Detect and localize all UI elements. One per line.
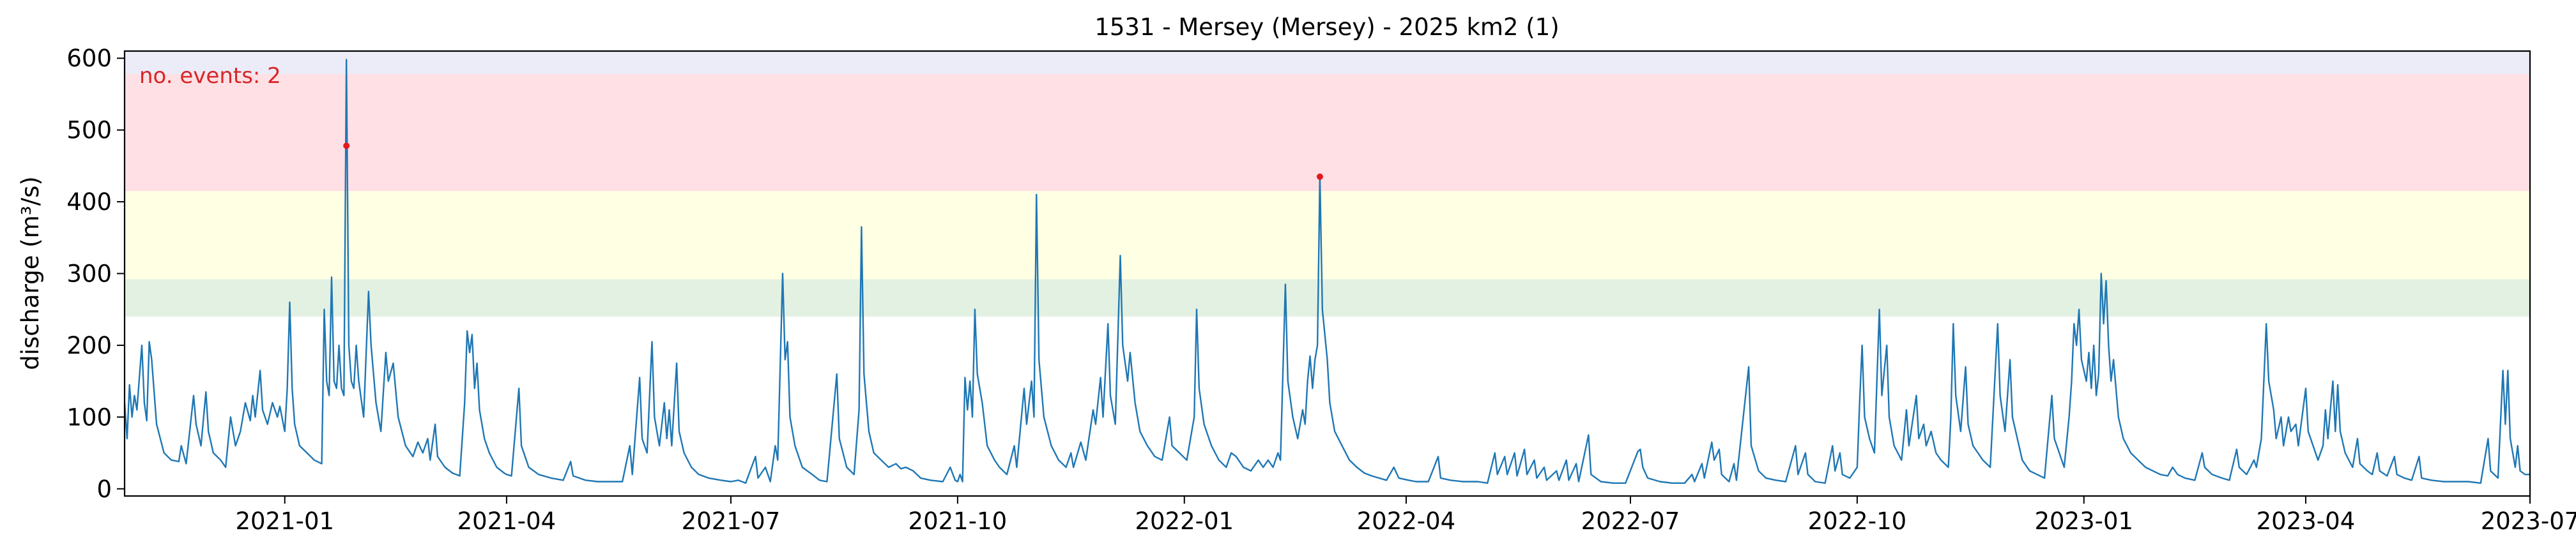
threshold-band-0 xyxy=(125,279,2530,317)
threshold-band-1 xyxy=(125,191,2530,280)
x-tick-label: 2022-10 xyxy=(1808,507,1907,535)
y-axis-label: discharge (m³/s) xyxy=(17,176,44,370)
x-tick-label: 2021-01 xyxy=(235,507,334,535)
x-tick-label: 2022-04 xyxy=(1357,507,1456,535)
y-tick-label: 600 xyxy=(66,45,112,72)
threshold-band-3 xyxy=(125,51,2530,74)
x-axis: 2021-01 2021-04 2021-07 2021-10 2022-01 2022-… xyxy=(235,496,2576,535)
y-tick-label: 200 xyxy=(66,332,112,359)
x-tick-label: 2023-04 xyxy=(2257,507,2356,535)
events-layer xyxy=(343,142,1323,180)
y-axis: 0 100 200 300 400 500 600 xyxy=(66,45,125,503)
x-tick-label: 2021-07 xyxy=(682,507,781,535)
y-tick-label: 500 xyxy=(66,117,112,144)
y-tick-label: 300 xyxy=(66,260,112,288)
x-tick-label: 2023-07 xyxy=(2481,507,2576,535)
event-marker-2 xyxy=(1316,173,1323,180)
y-tick-label: 400 xyxy=(66,188,112,216)
discharge-series-line xyxy=(123,59,2530,484)
x-tick-label: 2021-04 xyxy=(457,507,556,535)
x-tick-label: 2022-01 xyxy=(1135,507,1234,535)
series-layer xyxy=(123,59,2530,484)
x-tick-label: 2021-10 xyxy=(908,507,1008,535)
chart-title: 1531 - Mersey (Mersey) - 2025 km2 (1) xyxy=(1094,13,1559,41)
y-tick-label: 100 xyxy=(66,403,112,431)
x-tick-label: 2023-01 xyxy=(2034,507,2133,535)
y-tick-label: 0 xyxy=(96,476,112,503)
threshold-bands xyxy=(125,51,2530,317)
threshold-band-2 xyxy=(125,73,2530,192)
event-count-annotation: no. events: 2 xyxy=(139,63,281,89)
event-marker-1 xyxy=(343,142,350,149)
x-tick-label: 2022-07 xyxy=(1581,507,1680,535)
